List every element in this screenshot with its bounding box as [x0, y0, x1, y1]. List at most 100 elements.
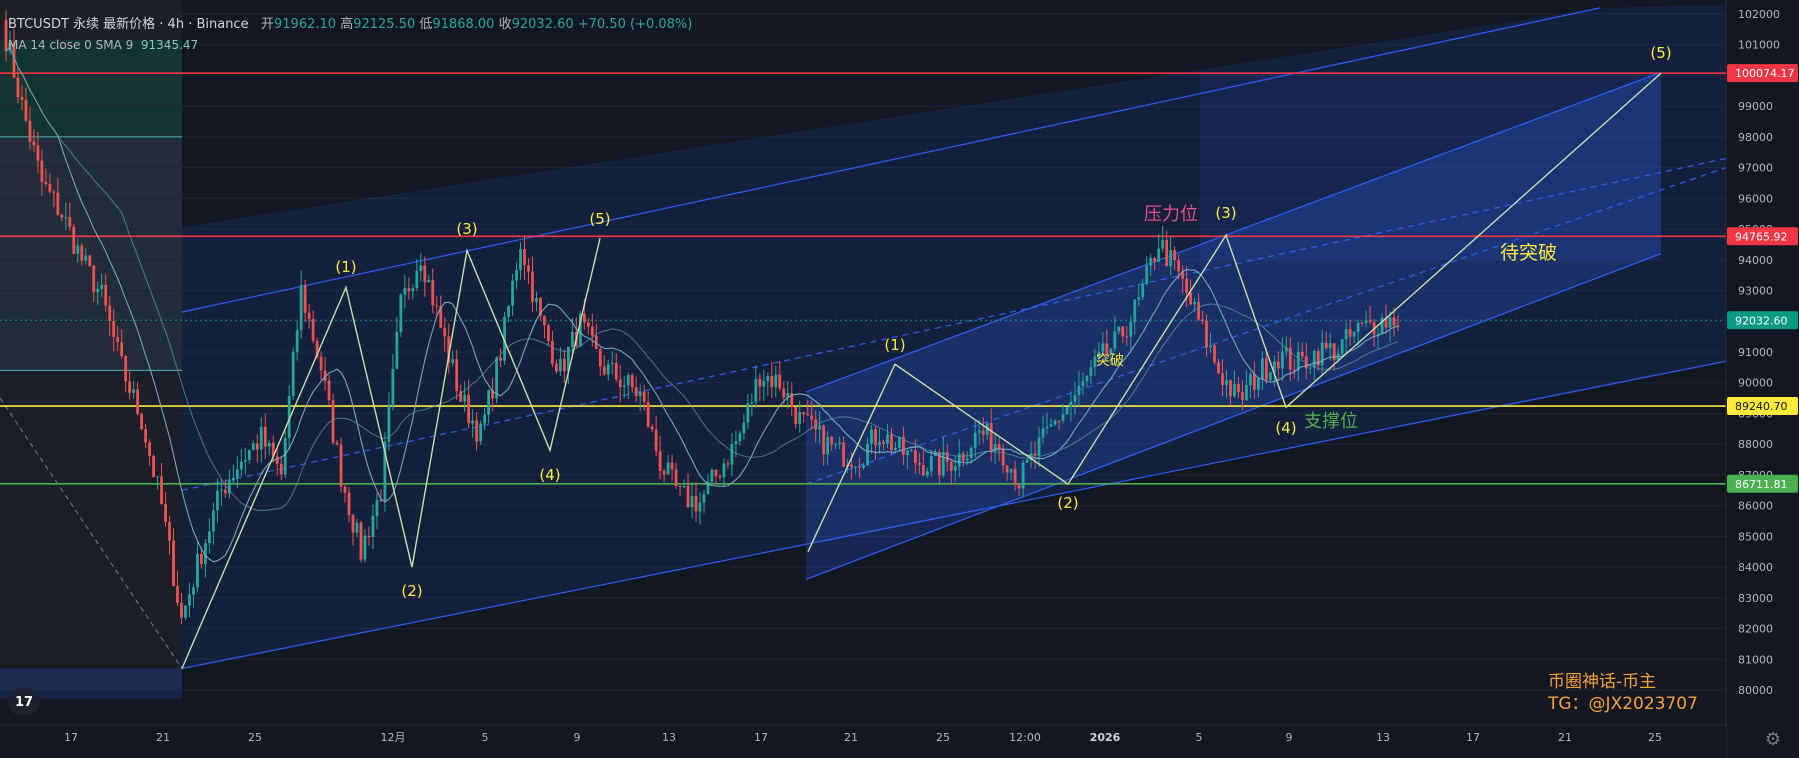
- candle-body: [894, 447, 897, 451]
- candle-body: [475, 420, 479, 442]
- candle-body: [710, 469, 714, 482]
- candle-body: [1300, 351, 1304, 357]
- time-tick-label: 25: [248, 731, 262, 744]
- candle-body: [84, 255, 88, 261]
- candle-body: [251, 443, 255, 451]
- candle-body: [1081, 381, 1085, 386]
- candle-body: [108, 305, 112, 321]
- candle-body: [921, 464, 925, 476]
- price-level-badge: [1727, 227, 1798, 246]
- candle-body: [347, 492, 351, 516]
- candles-group: [4, 10, 1400, 625]
- candle-body: [219, 489, 223, 491]
- candle-body: [850, 464, 853, 467]
- candle-body: [116, 336, 120, 342]
- candle-body: [902, 436, 905, 455]
- candle-body: [76, 245, 80, 254]
- candle-body: [1296, 351, 1300, 371]
- candle-body: [1021, 462, 1025, 489]
- price-level-badge: [1727, 397, 1798, 416]
- candle-body: [638, 391, 642, 397]
- candle-body: [997, 444, 1001, 450]
- candle-body: [594, 335, 598, 349]
- wave-label: (2): [1057, 494, 1078, 512]
- price-level-label: 100074.17: [1735, 67, 1795, 80]
- candle-body: [858, 466, 861, 468]
- candle-body: [1205, 320, 1208, 348]
- candle-body: [1344, 328, 1348, 340]
- candle-body: [798, 412, 802, 424]
- brand-watermark: 币圈神话-币主 TG：@JX2023707: [1548, 671, 1698, 715]
- indicator-legend[interactable]: MA 14 close 0 SMA 9 91345.47: [8, 38, 198, 52]
- candle-body: [176, 586, 179, 603]
- candle-body: [670, 462, 674, 470]
- candle-body: [774, 374, 778, 388]
- candle-body: [822, 425, 826, 455]
- candle-body: [606, 364, 610, 375]
- candle-body: [961, 453, 965, 461]
- symbol-title[interactable]: BTCUSDT 永续 最新价格 · 4h · Binance: [8, 17, 249, 32]
- candle-body: [1320, 342, 1324, 366]
- candle-body: [1348, 328, 1352, 337]
- candle-body: [826, 436, 830, 455]
- symbol-legend[interactable]: BTCUSDT 永续 最新价格 · 4h · Binance 开91962.10…: [8, 13, 692, 32]
- candle-body: [953, 466, 957, 471]
- candle-body: [1253, 374, 1256, 390]
- gear-icon[interactable]: ⚙: [1764, 729, 1781, 750]
- candle-body: [407, 288, 411, 292]
- candle-body: [1384, 317, 1388, 328]
- candle-body: [515, 269, 518, 281]
- candle-body: [762, 380, 766, 387]
- price-tick-label: 84000: [1738, 561, 1773, 574]
- candle-body: [1101, 343, 1105, 352]
- candle-body: [531, 271, 534, 302]
- wave-label: (3): [456, 220, 477, 238]
- candle-body: [1392, 317, 1396, 326]
- candle-body: [80, 245, 84, 261]
- candle-body: [132, 389, 136, 393]
- candle-body: [586, 322, 590, 327]
- candle-body: [303, 284, 307, 313]
- candle-body: [555, 363, 558, 372]
- open-label: 开: [261, 17, 275, 32]
- candle-body: [168, 522, 171, 541]
- candle-body: [1053, 420, 1057, 425]
- candle-body: [471, 420, 475, 424]
- candle-body: [40, 160, 44, 182]
- wave-label: (5): [589, 210, 610, 228]
- price-tick-label: 83000: [1738, 592, 1773, 605]
- target-zone-fill: [1200, 72, 1661, 260]
- candle-body: [1197, 301, 1200, 320]
- candle-body: [886, 434, 889, 444]
- candle-body: [1233, 383, 1236, 397]
- candle-body: [937, 451, 941, 476]
- candle-body: [838, 442, 842, 445]
- candle-body: [973, 432, 977, 449]
- candle-body: [399, 294, 403, 333]
- candle-body: [160, 476, 163, 505]
- candle-body: [72, 226, 76, 254]
- candle-body: [180, 602, 183, 618]
- price-tick-label: 101000: [1738, 39, 1780, 52]
- candle-body: [1057, 420, 1061, 422]
- candle-body: [543, 315, 546, 326]
- candle-body: [702, 494, 706, 503]
- tradingview-logo-icon[interactable]: 17: [8, 688, 40, 716]
- candle-body: [770, 376, 774, 388]
- candle-body: [12, 42, 16, 78]
- candle-body: [215, 490, 219, 511]
- candle-body: [259, 426, 263, 450]
- price-level-label: 86711.81: [1735, 478, 1788, 491]
- price-level-label: 94765.92: [1735, 230, 1788, 243]
- candle-body: [499, 357, 502, 361]
- candle-body: [626, 375, 630, 386]
- candle-body: [658, 451, 662, 471]
- open-value: 91962.10: [274, 17, 337, 32]
- candle-body: [730, 443, 734, 465]
- candle-body: [1396, 325, 1400, 327]
- candle-body: [698, 502, 702, 512]
- candle-body: [1169, 250, 1173, 266]
- candle-body: [343, 486, 347, 493]
- indicator-label: MA 14 close 0 SMA 9: [8, 38, 134, 52]
